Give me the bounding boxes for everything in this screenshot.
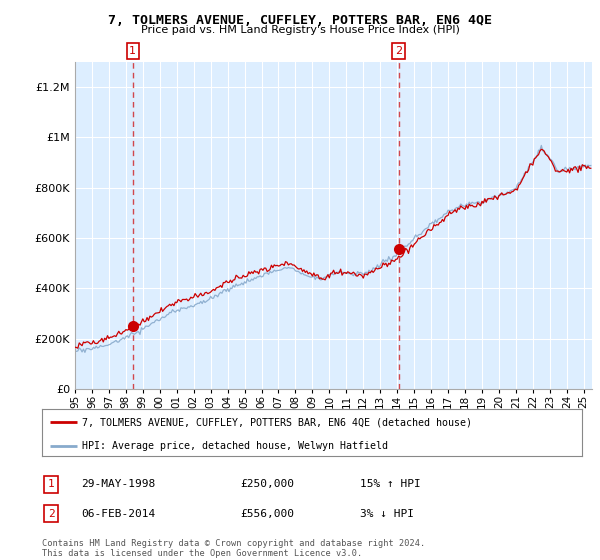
Text: 06-FEB-2014: 06-FEB-2014 (81, 508, 155, 519)
Text: Price paid vs. HM Land Registry's House Price Index (HPI): Price paid vs. HM Land Registry's House … (140, 25, 460, 35)
Text: 3% ↓ HPI: 3% ↓ HPI (360, 508, 414, 519)
Text: 1: 1 (47, 479, 55, 489)
Text: 7, TOLMERS AVENUE, CUFFLEY, POTTERS BAR, EN6 4QE: 7, TOLMERS AVENUE, CUFFLEY, POTTERS BAR,… (108, 14, 492, 27)
Text: 29-MAY-1998: 29-MAY-1998 (81, 479, 155, 489)
Text: 1: 1 (130, 46, 136, 56)
Text: 7, TOLMERS AVENUE, CUFFLEY, POTTERS BAR, EN6 4QE (detached house): 7, TOLMERS AVENUE, CUFFLEY, POTTERS BAR,… (83, 417, 473, 427)
Text: HPI: Average price, detached house, Welwyn Hatfield: HPI: Average price, detached house, Welw… (83, 441, 389, 451)
Text: 2: 2 (395, 46, 402, 56)
Text: 15% ↑ HPI: 15% ↑ HPI (360, 479, 421, 489)
Text: Contains HM Land Registry data © Crown copyright and database right 2024.
This d: Contains HM Land Registry data © Crown c… (42, 539, 425, 558)
Text: £556,000: £556,000 (240, 508, 294, 519)
Text: £250,000: £250,000 (240, 479, 294, 489)
Text: 2: 2 (47, 508, 55, 519)
